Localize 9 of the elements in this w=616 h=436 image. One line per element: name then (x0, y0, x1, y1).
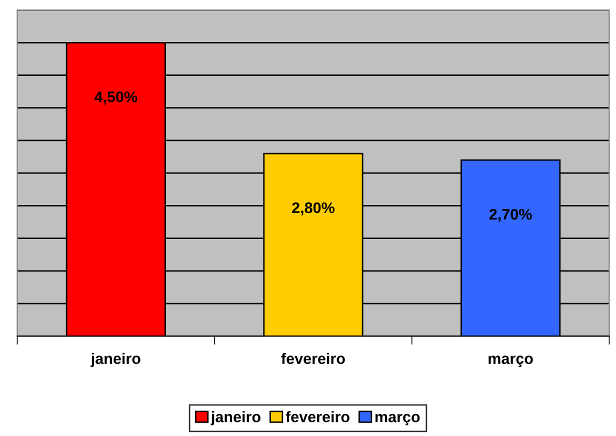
legend-label: fevereiro (286, 411, 350, 422)
x-tick-label: janeiro (90, 352, 140, 368)
data-label: 4,50% (94, 91, 138, 105)
x-tick-label: fevereiro (281, 352, 345, 364)
data-label: 2,80% (292, 202, 334, 216)
legend-label: janeiro (210, 411, 260, 426)
data-label: 2,70% (489, 208, 532, 222)
legend-label: março (375, 414, 420, 426)
x-tick-label: março (488, 356, 533, 368)
